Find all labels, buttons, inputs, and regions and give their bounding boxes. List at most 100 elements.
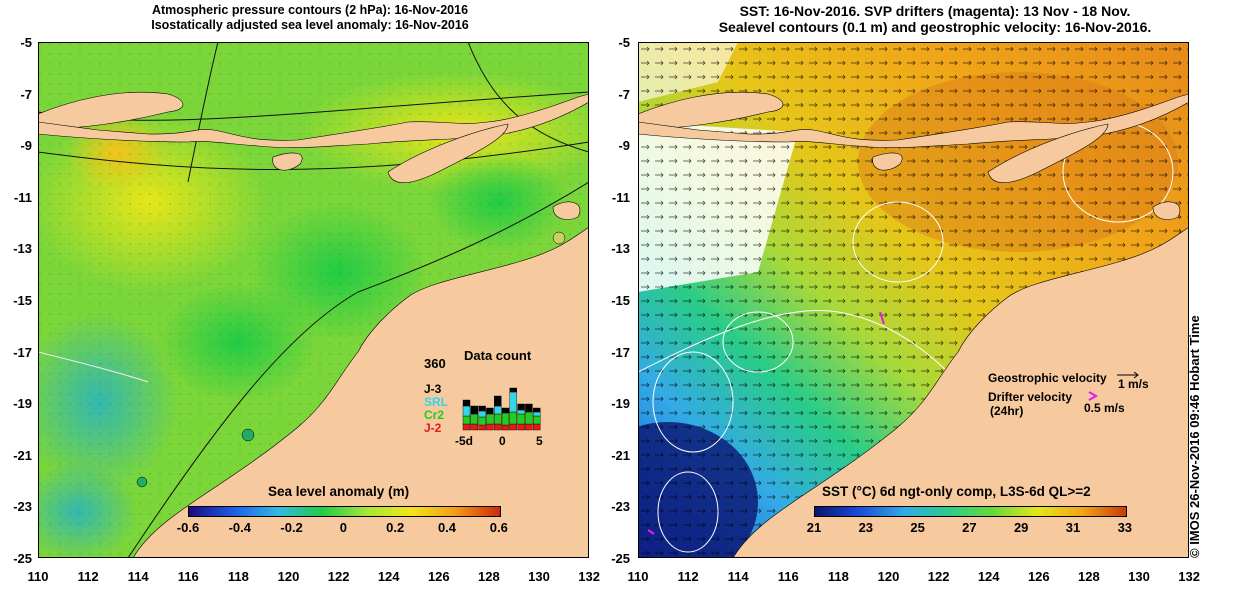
latitude-tick-label: -5 (20, 35, 32, 50)
histogram-bar (470, 413, 479, 425)
left-map-title: Atmospheric pressure contours (2 hPa): 1… (0, 3, 620, 33)
colorbar-tick-label: 27 (962, 520, 977, 535)
latitude-tick-label: -21 (611, 447, 630, 463)
histogram-bar (462, 423, 471, 431)
latitude-tick-label: -25 (13, 551, 32, 566)
pressure-contour (127, 291, 359, 558)
drifter-velocity-label: Drifter velocity (988, 390, 1073, 404)
melville-island (552, 201, 581, 220)
histogram-bar (470, 405, 479, 415)
longitude-tick-label: 128 (478, 569, 500, 584)
lesser-sunda-islands (638, 93, 1189, 148)
colorbar-tick-label: 23 (858, 520, 874, 535)
histogram-tick-minus5d: -5d (455, 434, 473, 448)
longitude-tick-label: 112 (677, 569, 699, 584)
tide-gauge-marker (552, 231, 566, 245)
satellite-label-srl: SRL (424, 395, 448, 409)
drifter-scale-arrow-icon (1088, 391, 1099, 401)
longitude-tick-label: 122 (327, 569, 350, 584)
latitude-tick-label: -9 (20, 138, 32, 154)
longitude-tick-label: 132 (1178, 569, 1200, 584)
longitude-tick-label: 132 (578, 569, 600, 584)
histogram-bar (532, 411, 541, 417)
latitude-tick-label: -11 (611, 189, 630, 205)
latitude-tick-label: -5 (618, 35, 630, 50)
imos-credit: © IMOS 26-Nov-2016 09:46 Hobart Time (1187, 315, 1202, 558)
right-map-frame (638, 42, 1189, 558)
sst-colorbar (814, 506, 1127, 517)
satellite-label-j3: J-3 (424, 382, 442, 396)
histogram-bar (509, 411, 517, 425)
timor-island (387, 123, 509, 183)
histogram-bar (478, 416, 486, 426)
tide-gauge-marker (241, 428, 255, 442)
histogram-bar (525, 411, 533, 425)
histogram-bar (532, 415, 541, 425)
java-island (38, 91, 184, 129)
data-count-title: Data count (464, 348, 532, 363)
histogram-bar (509, 391, 517, 413)
satellite-label-cr2: Cr2 (424, 408, 445, 422)
histogram-bar (462, 405, 471, 417)
colorbar-tick-label: 0.2 (386, 520, 405, 535)
colorbar-tick-label: -0.6 (176, 520, 200, 535)
histogram-bar (486, 413, 494, 425)
sea-level-contour (638, 310, 959, 383)
timor-island (987, 123, 1109, 183)
histogram-bar (517, 413, 525, 425)
longitude-tick-label: 130 (528, 569, 550, 584)
colorbar-tick-label: -0.2 (280, 520, 303, 535)
histogram-bar (501, 424, 510, 431)
data-count-histogram (462, 387, 541, 431)
histogram-bar (509, 387, 517, 393)
colorbar-tick-label: -0.4 (228, 520, 251, 535)
colorbar-tick-label: 0 (339, 520, 347, 535)
histogram-bar (501, 407, 510, 414)
histogram-tick-5: 5 (536, 434, 543, 448)
pressure-contour (357, 181, 589, 293)
longitude-tick-label: 124 (977, 569, 1000, 584)
latitude-tick-label: -21 (13, 447, 32, 463)
sea-level-anomaly-map (38, 42, 589, 558)
histogram-bar (478, 410, 486, 418)
colorbar-tick-label: 21 (806, 520, 822, 535)
pressure-contour (467, 42, 589, 153)
colorbar-tick-label: 25 (910, 520, 925, 535)
geostrophic-velocity-label: Geostrophic velocity (988, 371, 1107, 385)
sst-colorbar-title: SST (°C) 6d ngt-only comp, L3S-6d QL>=2 (822, 484, 1091, 499)
colorbar-tick-label: 0.6 (489, 520, 508, 535)
histogram-bar (462, 415, 471, 425)
longitude-tick-label: 112 (77, 569, 99, 584)
histogram-bar (525, 403, 533, 413)
latitude-tick-label: -17 (611, 344, 630, 360)
sst-map (638, 42, 1189, 558)
latitude-tick-label: -13 (611, 241, 630, 257)
histogram-bar (462, 399, 471, 407)
right-title-line-1: SST: 16-Nov-2016. SVP drifters (magenta)… (739, 3, 1131, 19)
longitude-tick-label: 114 (127, 569, 149, 584)
longitude-tick-label: 130 (1128, 569, 1150, 584)
data-count-max-label: 360 (424, 356, 446, 371)
sea-level-contour (38, 351, 149, 383)
histogram-bar (509, 423, 517, 431)
left-title-line-1: Atmospheric pressure contours (2 hPa): 1… (151, 3, 469, 17)
drifter-velocity-scale: 0.5 m/s (1084, 401, 1125, 415)
latitude-tick-label: -13 (13, 241, 32, 257)
longitude-tick-label: 126 (1027, 569, 1050, 584)
drifter-velocity-label-24hr: (24hr) (990, 404, 1024, 418)
histogram-bar (486, 423, 494, 431)
latitude-tick-label: -17 (13, 344, 32, 360)
longitude-tick-label: 116 (177, 569, 199, 584)
histogram-bar (501, 412, 510, 426)
geostrophic-scale-arrow-icon (1117, 371, 1139, 379)
melville-island (1152, 201, 1181, 220)
pressure-contour (38, 141, 589, 170)
drifter-track (647, 529, 655, 535)
longitude-tick-label: 128 (1078, 569, 1100, 584)
sea-level-contour (657, 471, 719, 553)
longitude-tick-label: 120 (877, 569, 900, 584)
sea-level-contour (722, 311, 794, 373)
latitude-tick-label: -23 (611, 499, 630, 515)
longitude-tick-label: 118 (227, 569, 249, 584)
right-map-title: SST: 16-Nov-2016. SVP drifters (magenta)… (620, 3, 1250, 35)
